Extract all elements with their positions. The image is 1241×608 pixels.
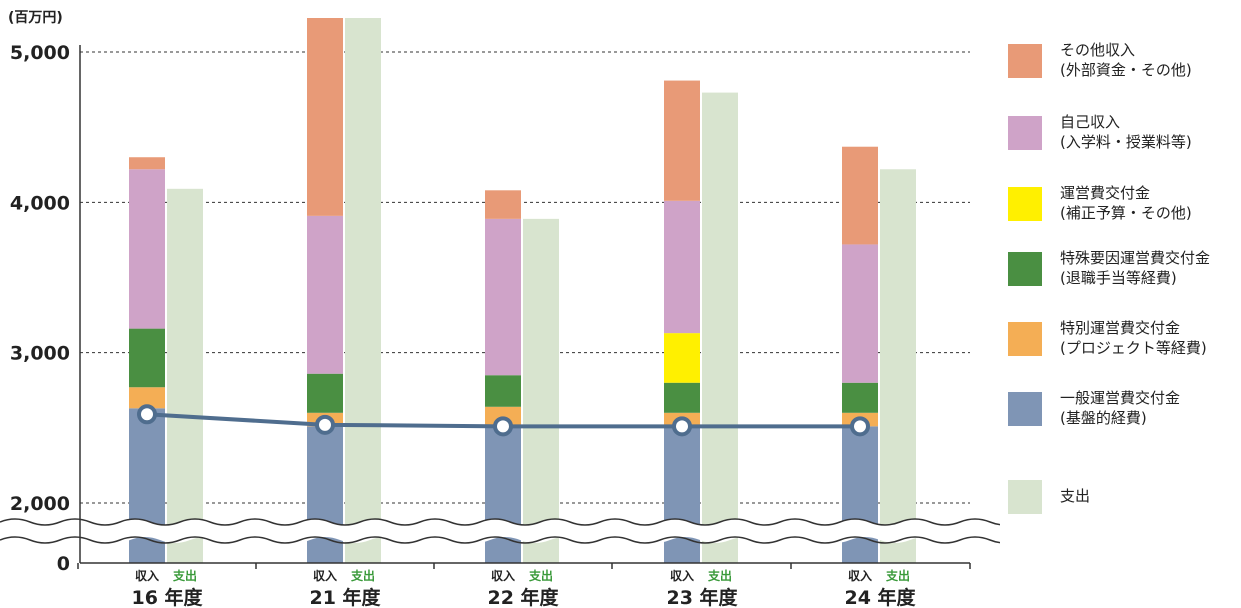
income-sublabel: 収入 — [491, 569, 515, 583]
legend-item-own_income: 自己収入 (入学料・授業料等) — [1008, 112, 1192, 152]
y-axis-unit-label: (百万円) — [8, 10, 63, 26]
legend-item-expense: 支出 — [1008, 476, 1090, 514]
bar-income-general — [842, 426, 878, 563]
legend-swatch — [1008, 252, 1042, 286]
bar-expense — [167, 188, 203, 563]
bar-income-other_income — [664, 80, 700, 201]
bar-income-general — [485, 426, 521, 563]
bar-income-own_income — [129, 169, 165, 329]
bar-expense — [880, 169, 916, 563]
x-category-label: 22 年度 — [487, 586, 559, 608]
legend-label: 自己収入 — [1060, 113, 1121, 131]
bar-income-supplementary — [664, 333, 700, 383]
legend-item-special_factor: 特殊要因運営費交付金 (退職手当等経費) — [1008, 248, 1210, 288]
legend-sublabel: (基盤的経費) — [1060, 409, 1147, 427]
x-category-label: 16 年度 — [131, 586, 203, 608]
legend-swatch — [1008, 44, 1042, 78]
legend-item-other_income: その他収入 (外部資金・その他) — [1008, 40, 1192, 80]
legend-label: その他収入 — [1060, 41, 1136, 59]
legend-swatch — [1008, 187, 1042, 221]
expense-sublabel: 支出 — [528, 568, 553, 583]
legend-sublabel: (入学料・授業料等) — [1060, 133, 1192, 151]
x-category-label: 23 年度 — [666, 586, 738, 608]
legend: その他収入 (外部資金・その他) 自己収入 (入学料・授業料等) 運営費交付金 (補正予算… — [1008, 0, 1241, 608]
bar-income-other_income — [485, 190, 521, 219]
legend-label: 支出 — [1060, 487, 1091, 505]
line-point — [850, 416, 870, 437]
legend-swatch — [1008, 322, 1042, 356]
bar-income-special_factor — [129, 328, 165, 388]
axis-break-line — [0, 536, 1000, 544]
income-sublabel: 収入 — [848, 569, 872, 583]
legend-swatch — [1008, 116, 1042, 150]
legend-label: 特別運営費交付金 — [1060, 319, 1181, 337]
legend-item-special_project: 特別運営費交付金 (プロジェクト等経費) — [1008, 318, 1207, 358]
bar-income-own_income — [307, 215, 343, 374]
legend-swatch — [1008, 480, 1042, 514]
y-tick-label: 2,000 — [10, 493, 70, 515]
bar-income-other_income — [842, 146, 878, 245]
x-category-label: 21 年度 — [309, 586, 381, 608]
legend-swatch — [1008, 392, 1042, 426]
bar-income-own_income — [485, 218, 521, 376]
bar-income-other_income — [307, 18, 343, 216]
bar-income-general — [307, 426, 343, 563]
line-point — [672, 416, 692, 437]
expense-sublabel: 支出 — [350, 568, 375, 583]
legend-sublabel: (補正予算・その他) — [1060, 204, 1192, 222]
bar-expense — [523, 218, 559, 563]
bar-expense — [702, 92, 738, 563]
line-point — [315, 414, 335, 435]
income-sublabel: 収入 — [313, 569, 337, 583]
y-tick-label: 3,000 — [10, 343, 70, 365]
bar-income-special_factor — [664, 382, 700, 413]
bar-income-special_factor — [307, 373, 343, 413]
bar-income-other_income — [129, 157, 165, 170]
legend-item-general: 一般運営費交付金 (基盤的経費) — [1008, 388, 1180, 428]
bar-income-special_project — [129, 387, 165, 409]
bar-income-special_factor — [485, 375, 521, 407]
bar-expense — [345, 18, 381, 563]
y-tick-label: 0 — [57, 553, 70, 575]
bar-income-own_income — [664, 200, 700, 334]
line-series — [137, 404, 870, 437]
expense-sublabel: 支出 — [707, 568, 732, 583]
legend-sublabel: (プロジェクト等経費) — [1060, 339, 1207, 357]
legend-label: 一般運営費交付金 — [1060, 389, 1181, 407]
income-sublabel: 収入 — [670, 569, 694, 583]
legend-sublabel: (退職手当等経費) — [1060, 269, 1177, 287]
expense-sublabel: 支出 — [172, 568, 197, 583]
axis-break-line — [0, 518, 1000, 526]
x-category-label: 24 年度 — [844, 586, 916, 608]
legend-label: 特殊要因運営費交付金 — [1060, 249, 1211, 267]
bar-income-general — [664, 426, 700, 563]
legend-label: 運営費交付金 — [1060, 184, 1151, 202]
axes — [77, 45, 971, 569]
legend-item-supplementary: 運営費交付金 (補正予算・その他) — [1008, 183, 1192, 223]
axis-break — [0, 518, 1000, 544]
y-tick-label: 5,000 — [10, 42, 70, 64]
bar-income-special_factor — [842, 382, 878, 413]
expense-sublabel: 支出 — [885, 568, 910, 583]
y-tick-label: 4,000 — [10, 192, 70, 214]
line-point — [493, 416, 513, 437]
legend-sublabel: (外部資金・その他) — [1060, 61, 1192, 79]
income-sublabel: 収入 — [135, 569, 159, 583]
bar-income-own_income — [842, 244, 878, 383]
bars-layer — [129, 18, 916, 563]
line-point — [137, 404, 157, 425]
